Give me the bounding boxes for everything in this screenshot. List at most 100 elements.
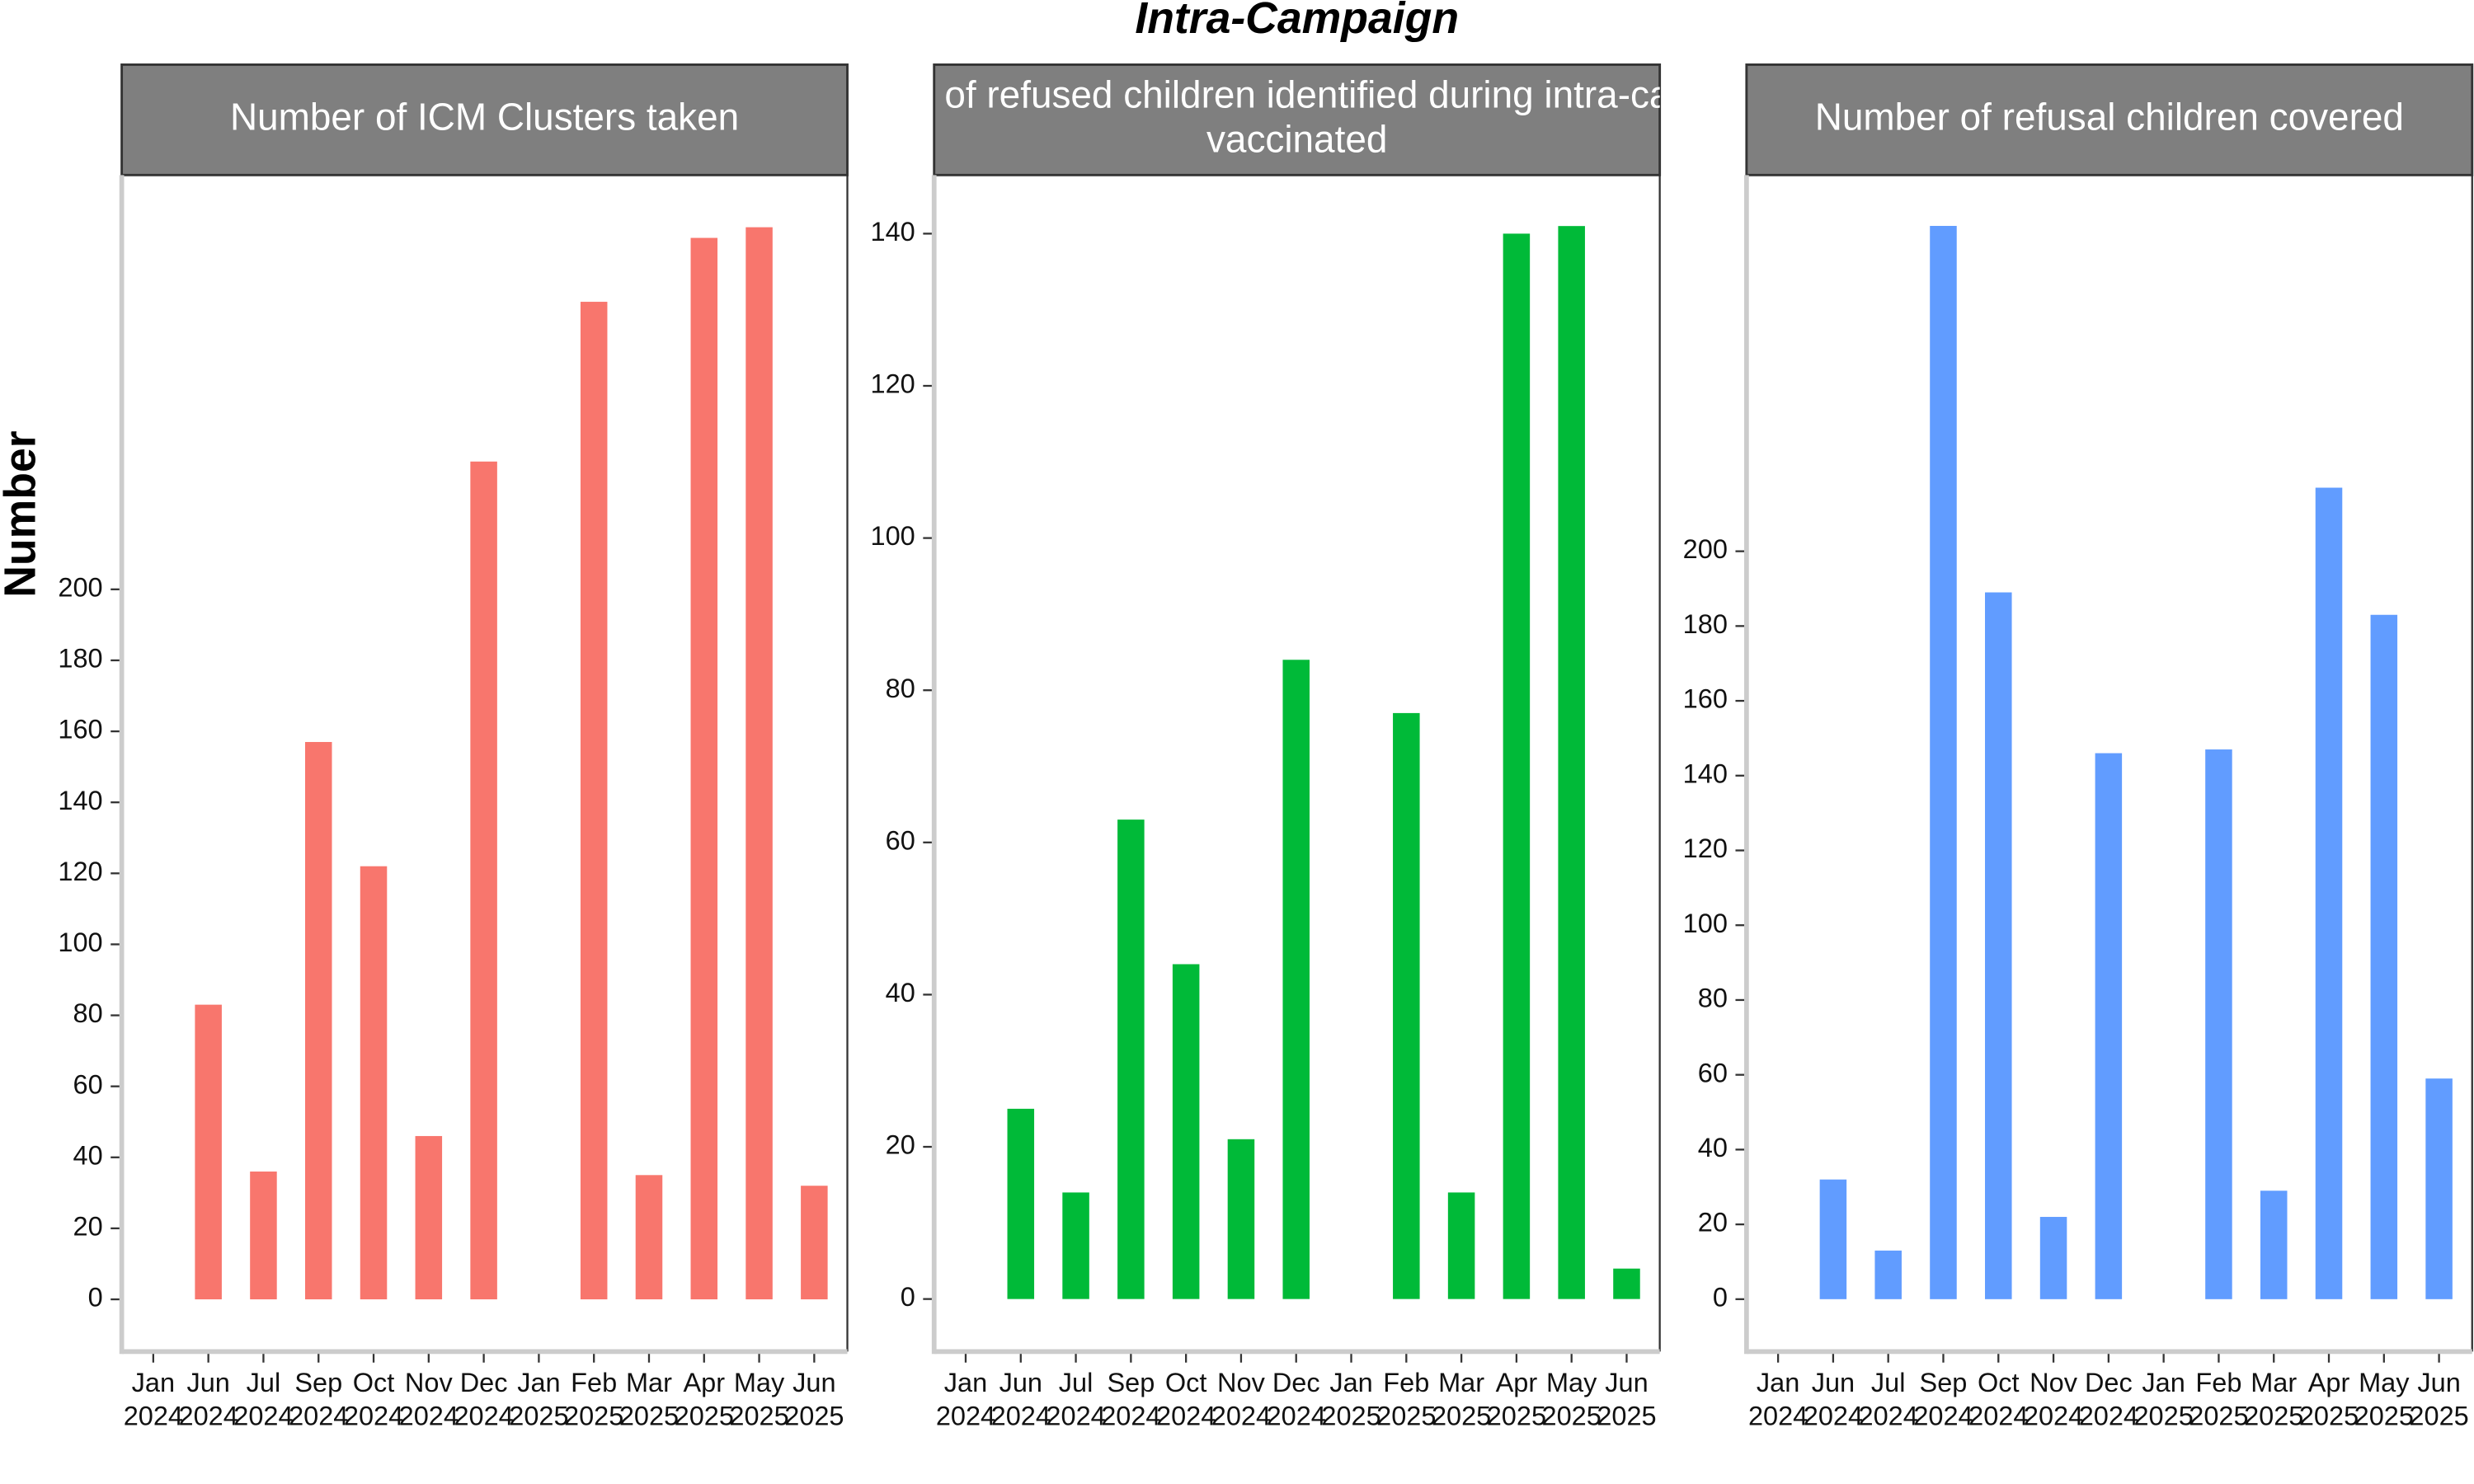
bar (1874, 1250, 1902, 1299)
x-tick-label: Jan (132, 1368, 175, 1397)
y-tick-label: 100 (58, 928, 102, 957)
x-tick-label: 2024 (289, 1401, 348, 1430)
bar (250, 1172, 277, 1300)
x-tick-label: Oct (353, 1368, 395, 1397)
x-tick-label: Jul (1871, 1368, 1906, 1397)
strip (120, 63, 849, 176)
bar (690, 237, 718, 1300)
x-tick-label: 2024 (991, 1401, 1051, 1430)
x-tick-label: 2024 (1748, 1401, 1808, 1430)
x-tick-label: 2024 (399, 1401, 459, 1430)
x-tick-label: Sep (1107, 1368, 1155, 1397)
x-tick-label: Sep (1920, 1368, 1968, 1397)
bar (1117, 819, 1145, 1299)
x-tick-label: May (2359, 1368, 2410, 1397)
x-tick-label: 2025 (2244, 1401, 2303, 1430)
y-tick-label: 40 (73, 1140, 102, 1170)
y-tick-label: 140 (58, 786, 102, 815)
x-tick-label: Jun (999, 1368, 1042, 1397)
x-tick-label: Nov (405, 1368, 454, 1397)
bar (470, 461, 497, 1300)
y-tick-label: 40 (886, 978, 915, 1007)
bar (1282, 660, 1310, 1299)
x-tick-label: 2025 (2189, 1401, 2248, 1430)
x-tick-label: 2024 (344, 1401, 403, 1430)
x-tick-label: Mar (626, 1368, 672, 1397)
x-tick-label: 2024 (1913, 1401, 1973, 1430)
x-tick-label: 2024 (1968, 1401, 2028, 1430)
y-tick-label: 140 (1683, 758, 1728, 788)
bar (2260, 1190, 2288, 1299)
x-tick-label: Jul (1059, 1368, 1094, 1397)
bar (195, 1004, 222, 1300)
y-tick-label: 80 (886, 674, 915, 703)
y-tick-label: 60 (73, 1069, 102, 1099)
bar (1613, 1268, 1640, 1299)
y-tick-label: 160 (1683, 684, 1728, 714)
bar (1819, 1179, 1847, 1299)
x-tick-label: Oct (1165, 1368, 1207, 1397)
x-tick-label: Feb (1383, 1368, 1429, 1397)
bar (1393, 712, 1420, 1299)
x-tick-label: 2025 (1376, 1401, 1436, 1430)
chart-title: Intra-Campaign (1135, 0, 1459, 43)
x-tick-label: 2025 (1321, 1401, 1380, 1430)
x-tick-label: 2024 (1804, 1401, 1863, 1430)
x-tick-label: Jun (793, 1368, 835, 1397)
x-tick-label: 2024 (454, 1401, 513, 1430)
y-tick-label: 120 (58, 857, 102, 886)
bar (2425, 1078, 2453, 1299)
bar (2315, 487, 2343, 1299)
y-tick-label: 80 (1698, 984, 1728, 1013)
x-tick-label: 2024 (124, 1401, 183, 1430)
x-tick-label: 2024 (233, 1401, 293, 1430)
x-tick-label: 2024 (2079, 1401, 2138, 1430)
bar (2370, 614, 2398, 1299)
x-tick-label: 2024 (1046, 1401, 1105, 1430)
y-tick-label: 80 (73, 998, 102, 1028)
x-tick-label: Nov (2030, 1368, 2078, 1397)
x-tick-label: May (1546, 1368, 1597, 1397)
bar (801, 1186, 828, 1300)
x-tick-label: 2025 (1487, 1401, 1546, 1430)
x-tick-label: Jan (1329, 1368, 1372, 1397)
x-tick-label: 2024 (179, 1401, 238, 1430)
strip (933, 63, 1662, 176)
x-tick-label: Jan (517, 1368, 560, 1397)
y-tick-label: 0 (1713, 1282, 1728, 1312)
x-tick-label: 2025 (619, 1401, 679, 1430)
y-tick-label: 180 (1683, 609, 1728, 639)
y-tick-label: 140 (871, 217, 915, 247)
x-tick-label: Sep (294, 1368, 342, 1397)
x-tick-label: 2024 (1267, 1401, 1326, 1430)
y-tick-label: 100 (1683, 909, 1728, 938)
panel-title: Number of ICM Clusters taken (230, 96, 739, 139)
x-tick-label: 2024 (936, 1401, 995, 1430)
y-tick-label: 60 (1698, 1058, 1728, 1087)
x-tick-label: Apr (2308, 1368, 2350, 1397)
x-tick-label: 2025 (564, 1401, 623, 1430)
x-tick-label: Mar (1438, 1368, 1484, 1397)
x-tick-label: Apr (683, 1368, 725, 1397)
bar (580, 302, 608, 1300)
x-tick-label: 2024 (1859, 1401, 1918, 1430)
x-tick-label: 2025 (2133, 1401, 2193, 1430)
x-tick-label: 2025 (1432, 1401, 1491, 1430)
x-tick-label: May (734, 1368, 785, 1397)
x-tick-label: Feb (2195, 1368, 2241, 1397)
x-tick-label: 2024 (1101, 1401, 1160, 1430)
bar (1503, 233, 1531, 1299)
y-tick-label: 0 (901, 1282, 915, 1312)
y-tick-label: 180 (58, 644, 102, 674)
x-tick-label: 2025 (509, 1401, 568, 1430)
panel-title: Number of refused children identified du… (799, 73, 1794, 116)
x-tick-label: Mar (2251, 1368, 2297, 1397)
panel-title: Number of refusal children covered (1815, 96, 2404, 139)
strip (1745, 63, 2474, 176)
x-tick-label: Dec (460, 1368, 508, 1397)
bar (2095, 753, 2123, 1299)
y-tick-label: 20 (1698, 1208, 1728, 1237)
x-tick-label: 2025 (2299, 1401, 2359, 1430)
x-tick-label: Jan (1757, 1368, 1799, 1397)
y-tick-label: 200 (1683, 534, 1728, 564)
